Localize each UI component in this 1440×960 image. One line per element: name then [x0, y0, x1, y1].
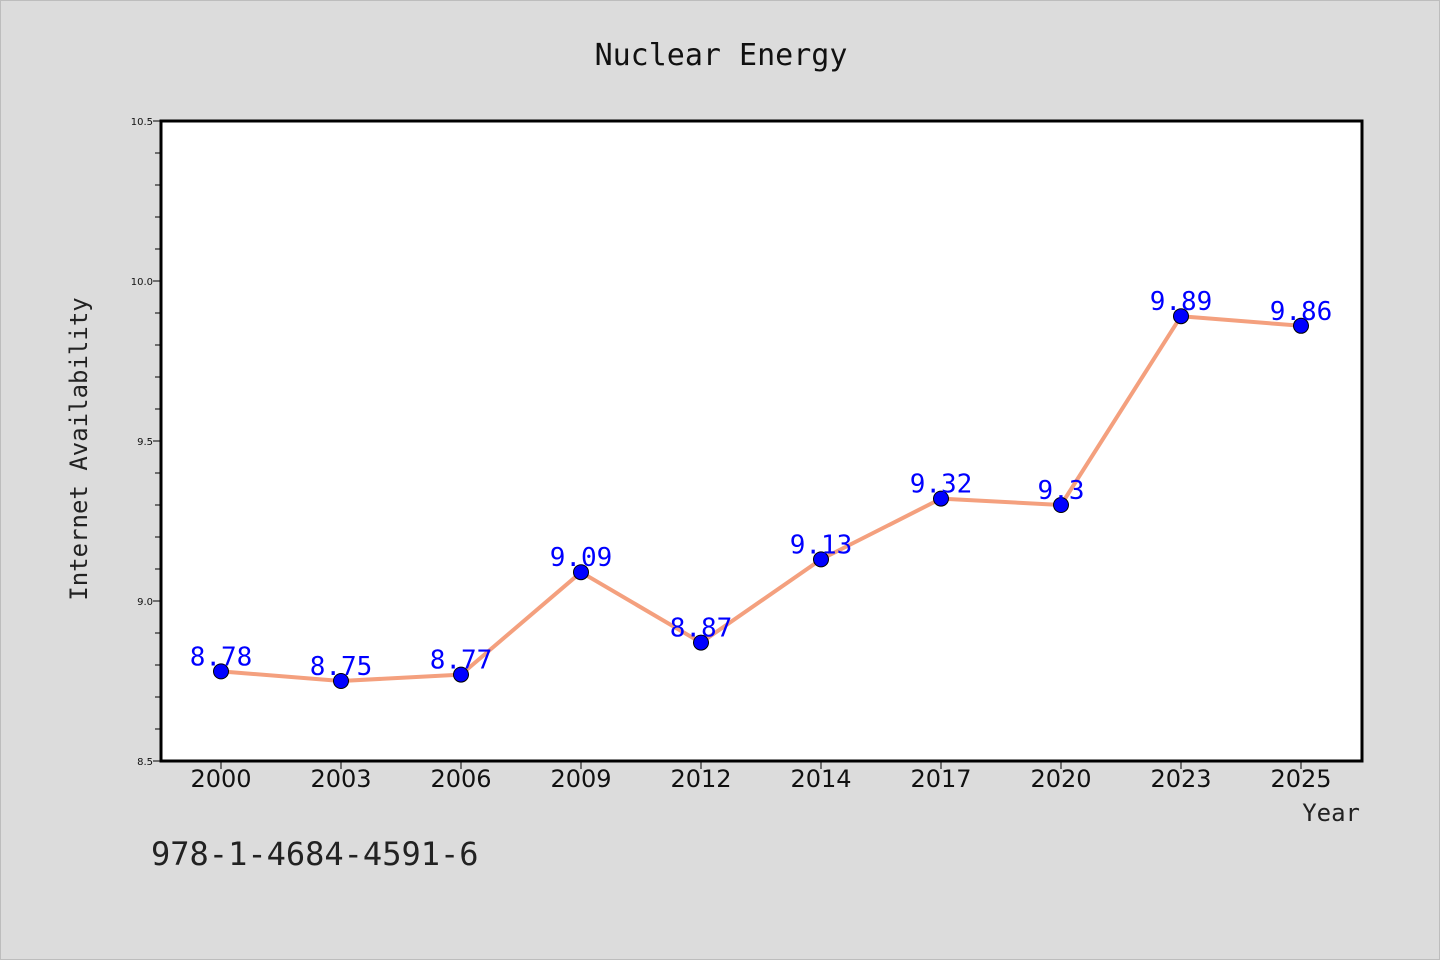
y-tick-label: 8.5	[137, 757, 153, 768]
data-point	[1173, 308, 1189, 325]
data-label: 9.09	[550, 543, 613, 573]
x-axis-label: Year	[1302, 799, 1360, 827]
data-point	[1293, 317, 1309, 334]
x-tick-label: 2012	[670, 765, 731, 793]
data-label: 8.75	[310, 652, 373, 682]
data-label: 9.86	[1270, 297, 1333, 327]
y-tick-label: 9.5	[137, 437, 153, 448]
x-tick-label: 2017	[910, 765, 971, 793]
data-point	[333, 673, 349, 689]
x-tick-label: 2006	[430, 765, 491, 793]
data-point	[933, 490, 949, 507]
x-tick-label: 2025	[1270, 765, 1331, 793]
y-axis: 8.5 9.0 9.5 10.0 10.5	[131, 117, 161, 768]
data-label: 9.89	[1150, 287, 1213, 317]
series-line-path	[219, 314, 1303, 683]
chart-title: Nuclear Energy	[595, 38, 848, 73]
x-tick-label: 2020	[1030, 765, 1091, 793]
data-point	[1053, 497, 1069, 513]
x-tick-label: 2009	[550, 765, 611, 793]
data-label: 9.13	[790, 530, 853, 560]
series-line	[219, 314, 1303, 683]
x-axis: 2000 2003 2006 2009 2012 2014 2017 2020 2023 2025	[190, 761, 1332, 793]
data-label: 9.32	[910, 470, 973, 500]
data-point	[693, 634, 709, 651]
y-tick-label: 10.5	[131, 117, 153, 128]
data-point	[213, 663, 229, 680]
y-axis-label: Internet Availability	[65, 297, 93, 600]
data-label: 8.77	[430, 646, 493, 676]
data-point	[573, 564, 589, 581]
series-markers	[213, 308, 1309, 689]
x-tick-label: 2000	[190, 765, 251, 793]
y-tick-label: 9.0	[137, 597, 153, 608]
data-point	[813, 551, 829, 568]
y-tick-label: 10.0	[131, 277, 153, 288]
data-label: 8.87	[670, 614, 733, 644]
x-tick-label: 2014	[790, 765, 851, 793]
isbn-text: 978-1-4684-4591-6	[151, 835, 479, 873]
data-labels: 8.78 8.75 8.77 9.09 8.87 9.13 9.32 9.3 9.89 9.86	[190, 287, 1333, 682]
x-tick-label: 2003	[310, 765, 371, 793]
x-tick-label: 2023	[1150, 765, 1211, 793]
data-point	[453, 666, 469, 683]
data-label: 8.78	[190, 642, 253, 672]
data-label: 9.3	[1038, 476, 1085, 506]
plot-area	[159, 119, 1364, 763]
